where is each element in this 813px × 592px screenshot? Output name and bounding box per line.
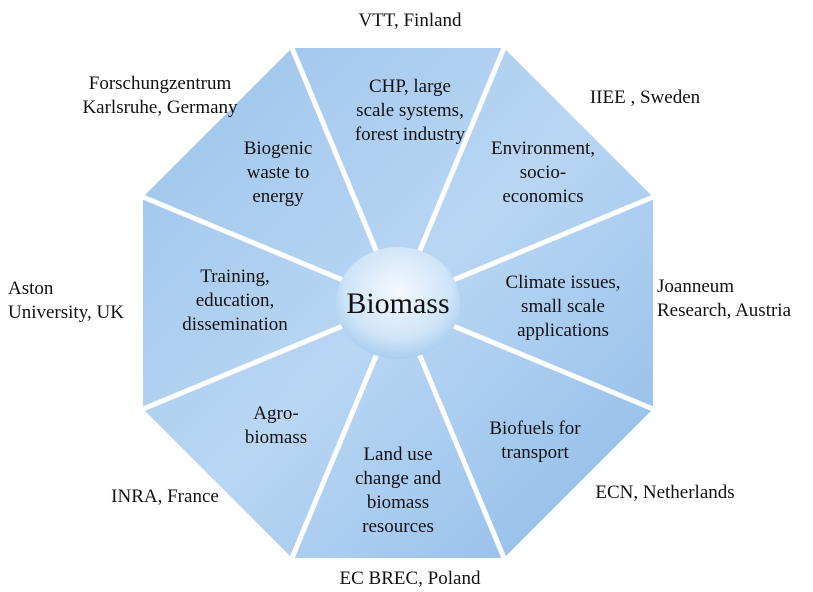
segment-label-line: education, — [196, 290, 275, 311]
segment-label: Land use change and biomass resources — [355, 444, 441, 537]
segment-label: Biofuels for transport — [489, 418, 581, 463]
partner-label-line: INRA, France — [111, 486, 219, 507]
partner-label-line: University, UK — [8, 302, 124, 323]
segment-label-line: change and — [355, 468, 441, 489]
partner-label-line: Forschungzentrum — [89, 73, 232, 94]
segment-label-line: Land use — [363, 444, 432, 465]
segment-label-line: socio- — [520, 162, 566, 183]
partner-label: Aston University, UK — [8, 278, 124, 323]
partner-label-line: Research, Austria — [657, 300, 792, 321]
partner-label-line: EC BREC, Poland — [340, 568, 481, 589]
partner-label: IIEE , Sweden — [590, 87, 701, 108]
segment-label-line: scale systems, — [356, 100, 464, 121]
labels: Biomass CHP, large scale systems, forest in… — [8, 10, 792, 589]
segment-label-line: forest industry — [355, 124, 466, 145]
partner-label-line: ECN, Netherlands — [595, 482, 734, 503]
segment-label-line: dissemination — [182, 314, 288, 335]
segment-label-line: Biogenic — [244, 138, 313, 159]
segment-label-line: economics — [502, 186, 583, 207]
segment-label: CHP, large scale systems, forest industry — [355, 76, 466, 145]
partner-label: EC BREC, Poland — [340, 568, 481, 589]
segment-label-line: Environment, — [491, 138, 595, 159]
segment-label: Training, education, dissemination — [182, 266, 288, 335]
segment-label-line: biomass — [245, 427, 307, 448]
partner-label: VTT, Finland — [358, 10, 462, 31]
partner-label-line: Joanneum — [657, 276, 734, 297]
partner-label: INRA, France — [111, 486, 219, 507]
partner-label-line: IIEE , Sweden — [590, 87, 701, 108]
segment-label: Environment, socio-economics — [491, 138, 595, 207]
segment-label: Climate issues, small scale applications — [505, 272, 620, 341]
segment-label-line: biomass — [367, 492, 429, 513]
segment-label-line: small scale — [521, 296, 605, 317]
segment-label: Agro-biomass — [245, 403, 307, 448]
octagon — [142, 47, 654, 559]
segment-label-line: applications — [517, 320, 609, 341]
segment-label-line: CHP, large — [369, 76, 451, 97]
center-label: Biomass — [346, 287, 449, 320]
segment-label-line: waste to — [247, 162, 310, 183]
partner-label: Forschungzentrum Karlsruhe, Germany — [82, 73, 238, 118]
segment-label-line: resources — [362, 516, 434, 537]
partner-label: ECN, Netherlands — [595, 482, 734, 503]
partner-label-line: Aston — [8, 278, 54, 299]
segment-label-line: energy — [252, 186, 304, 207]
segment-label: Biogenic waste to energy — [244, 138, 313, 207]
partner-label-line: Karlsruhe, Germany — [82, 97, 238, 118]
segment-label-line: Biofuels for — [489, 418, 581, 439]
partner-label-line: VTT, Finland — [358, 10, 462, 31]
segment-label-line: transport — [501, 442, 569, 463]
segment-label-line: Agro- — [253, 403, 298, 424]
segment-label-line: Climate issues, — [505, 272, 620, 293]
partner-label: Joanneum Research, Austria — [657, 276, 792, 321]
segment-label-line: Training, — [200, 266, 270, 287]
center-circle — [336, 247, 460, 359]
